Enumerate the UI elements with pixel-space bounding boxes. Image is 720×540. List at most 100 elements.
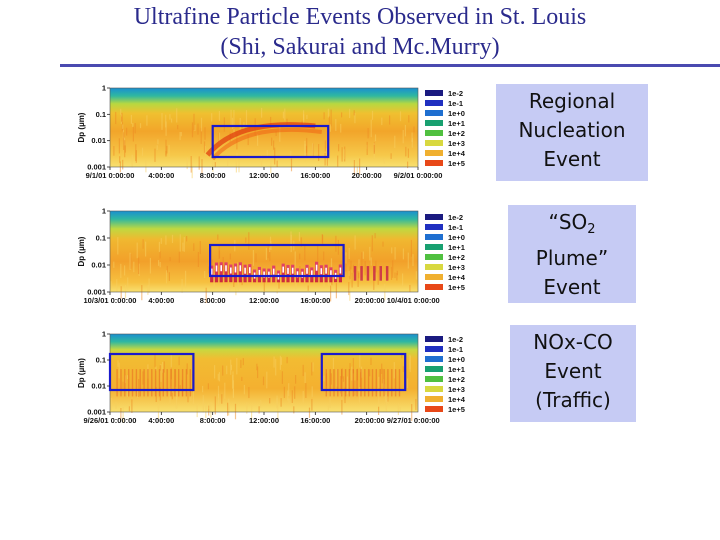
legend-label: 1e+1 xyxy=(448,365,465,374)
heatmap-texture xyxy=(131,154,133,168)
heatmap-texture xyxy=(120,263,122,279)
event-label-subscript: 2 xyxy=(587,222,596,237)
heatmap-texture xyxy=(240,359,242,368)
heatmap-texture xyxy=(353,160,355,176)
heatmap-texture xyxy=(299,155,301,161)
heatmap-texture xyxy=(351,366,353,381)
legend-label: 1e+2 xyxy=(448,253,465,262)
legend-label: 1e+4 xyxy=(448,395,466,404)
heatmap-texture xyxy=(232,371,234,389)
heatmap-texture xyxy=(283,386,285,398)
legend-swatch xyxy=(425,100,443,106)
heatmap-texture xyxy=(346,376,349,395)
heatmap-texture xyxy=(231,117,234,129)
event-label-line-3: Event xyxy=(543,147,601,171)
heatmap-texture xyxy=(213,272,215,289)
heatmap-texture xyxy=(182,242,184,252)
heatmap-texture xyxy=(327,405,329,411)
legend-label: 1e+0 xyxy=(448,233,465,242)
heatmap-texture xyxy=(304,372,306,383)
heatmap-texture xyxy=(352,358,354,374)
heatmap-texture xyxy=(228,403,230,411)
legend-label: 1e+1 xyxy=(448,243,465,252)
heatmap-texture xyxy=(196,403,198,418)
heatmap-texture xyxy=(323,112,325,120)
heatmap-texture xyxy=(415,271,417,280)
heatmap-texture xyxy=(186,236,188,242)
heatmap-texture xyxy=(304,144,306,162)
heatmap-texture xyxy=(413,126,415,133)
heatmap-texture xyxy=(357,271,359,287)
y-tick-label: 1 xyxy=(102,84,106,93)
heatmap-texture xyxy=(342,376,345,382)
heatmap-texture xyxy=(141,147,144,156)
event-label-line-2: Nucleation xyxy=(518,118,626,142)
heatmap-texture xyxy=(267,245,269,259)
heatmap-texture xyxy=(290,231,292,248)
heatmap-texture xyxy=(291,390,293,403)
event-label-so2-plume: “SO2 Plume” Event xyxy=(508,205,636,303)
plume-gap xyxy=(291,267,294,274)
legend-swatch xyxy=(425,140,443,146)
heatmap-texture xyxy=(348,270,350,276)
heatmap-texture xyxy=(286,118,288,126)
heatmap-texture xyxy=(162,361,164,373)
heatmap-texture xyxy=(409,284,411,292)
heatmap-texture xyxy=(270,155,272,174)
heatmap-texture xyxy=(278,277,280,289)
heatmap-texture xyxy=(271,137,273,146)
heatmap-texture xyxy=(183,237,185,252)
legend-label: 1e+3 xyxy=(448,139,465,148)
event-label-line-3: (Traffic) xyxy=(535,388,611,412)
heatmap-texture xyxy=(132,126,134,142)
heatmap-texture xyxy=(133,261,135,273)
event-label-line-1: NOx-CO xyxy=(533,330,613,354)
y-axis-label: Dp (µm) xyxy=(77,358,86,388)
heatmap-texture xyxy=(411,404,413,421)
x-tick-label: 9/1/01 0:00:00 xyxy=(86,171,135,180)
plume-gap xyxy=(234,266,237,273)
heatmap-texture xyxy=(375,260,377,273)
heatmap-texture xyxy=(270,116,272,129)
heatmap-texture xyxy=(223,117,225,132)
y-tick-label: 0.01 xyxy=(91,382,106,391)
heatmap-texture xyxy=(169,257,171,262)
heatmap-texture xyxy=(411,138,413,148)
plume-gap xyxy=(311,270,313,277)
legend-swatch xyxy=(425,214,443,220)
heatmap-texture xyxy=(352,264,355,273)
heatmap-texture xyxy=(299,266,301,278)
y-tick-label: 0.1 xyxy=(96,356,106,365)
heatmap-texture xyxy=(207,383,209,390)
heatmap-texture xyxy=(222,365,224,376)
heatmap-texture xyxy=(246,402,248,414)
heatmap-texture xyxy=(110,398,112,410)
event-label-nucleation: Regional Nucleation Event xyxy=(496,84,648,181)
x-tick-label: 10/3/01 0:00:00 xyxy=(84,296,137,305)
heatmap-texture xyxy=(136,242,138,259)
heatmap-texture xyxy=(262,376,265,386)
heatmap-texture xyxy=(402,366,404,373)
event-label-line-2: Event xyxy=(544,359,602,383)
heatmap-texture xyxy=(335,282,337,299)
legend-label: 1e+1 xyxy=(448,119,465,128)
heatmap-texture xyxy=(241,278,243,286)
traffic-streak xyxy=(348,369,351,397)
heatmap-texture xyxy=(175,396,178,409)
heatmap-texture xyxy=(197,252,199,267)
heatmap-texture xyxy=(282,111,284,119)
heatmap-texture xyxy=(142,371,144,385)
title-line-2: (Shi, Sakurai and Mc.Murry) xyxy=(220,34,500,60)
legend-swatch xyxy=(425,160,443,166)
traffic-streak xyxy=(143,369,145,397)
heatmap-texture xyxy=(168,272,170,281)
heatmap-texture xyxy=(293,406,295,414)
heatmap-texture xyxy=(145,160,147,173)
heatmap-texture xyxy=(126,127,128,136)
traffic-streak xyxy=(379,369,381,397)
heatmap-texture xyxy=(348,247,350,259)
heatmap-texture xyxy=(276,397,278,409)
plume-gap xyxy=(249,267,251,274)
heatmap-texture xyxy=(214,162,216,168)
event-label-line-3: Event xyxy=(543,275,601,299)
